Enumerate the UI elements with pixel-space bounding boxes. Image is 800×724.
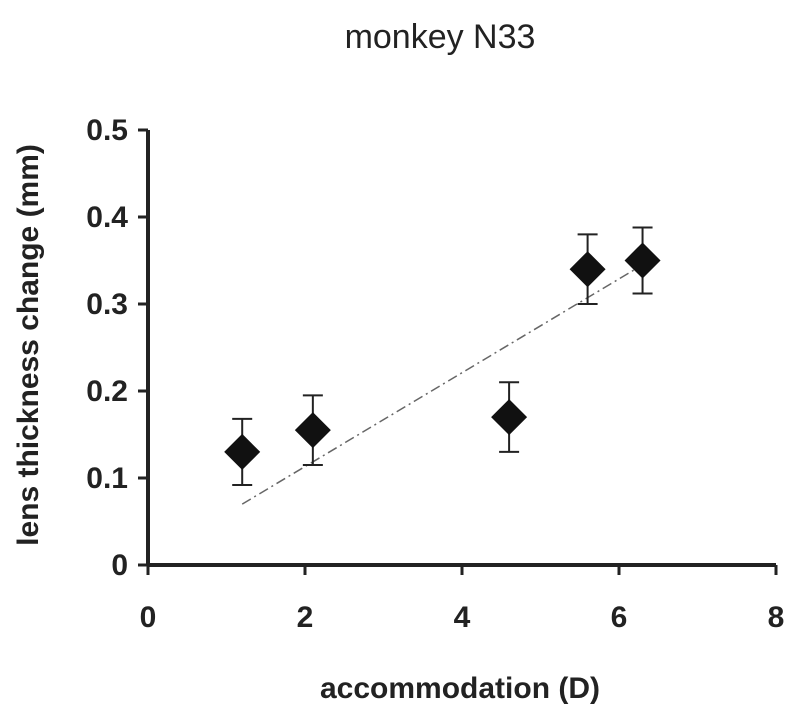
trendline [241, 264, 643, 505]
y-tick-label: 0 [111, 549, 128, 582]
y-tick-label: 0.2 [86, 375, 128, 408]
x-tick-label: 0 [140, 601, 157, 634]
y-tick-label: 0.4 [86, 201, 128, 234]
data-point [294, 412, 331, 449]
data-point [491, 399, 528, 436]
trendline-group [241, 264, 643, 505]
y-axis-label: lens thickness change (mm) [12, 144, 45, 546]
chart-title: monkey N33 [345, 18, 536, 56]
y-tick-label: 0.3 [86, 288, 128, 321]
y-tick-label: 0.1 [86, 462, 128, 495]
x-tick-label: 2 [297, 601, 314, 634]
x-tick-label: 4 [454, 601, 471, 634]
data-point [224, 433, 261, 470]
data-points [224, 226, 661, 486]
axes: 0 0.1 0.2 0.3 0.4 0.5 0 2 4 6 8 [86, 114, 784, 634]
x-axis-label: accommodation (D) [320, 672, 600, 705]
data-point [624, 242, 661, 279]
x-tick-label: 6 [611, 601, 628, 634]
data-point [569, 251, 606, 288]
y-tick-label: 0.5 [86, 114, 128, 147]
x-tick-label: 8 [768, 601, 785, 634]
